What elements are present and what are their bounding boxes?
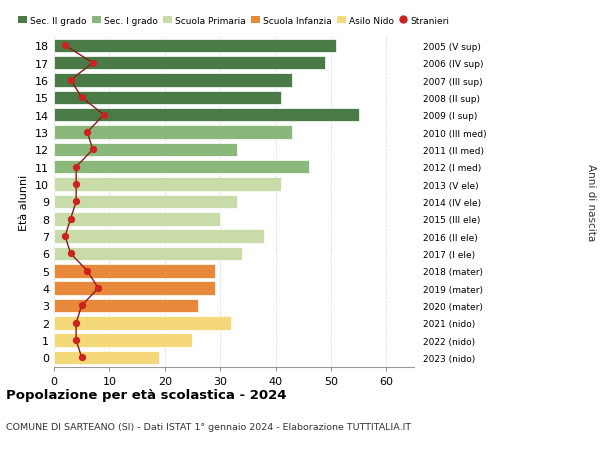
Y-axis label: Età alunni: Età alunni xyxy=(19,174,29,230)
Point xyxy=(88,60,98,67)
Bar xyxy=(54,282,215,295)
Text: COMUNE DI SARTEANO (SI) - Dati ISTAT 1° gennaio 2024 - Elaborazione TUTTITALIA.I: COMUNE DI SARTEANO (SI) - Dati ISTAT 1° … xyxy=(6,422,411,431)
Bar xyxy=(54,126,292,140)
Bar xyxy=(54,334,193,347)
Bar xyxy=(54,161,309,174)
Point xyxy=(71,198,81,206)
Point xyxy=(82,268,92,275)
Point xyxy=(60,43,70,50)
Point xyxy=(94,285,103,292)
Bar xyxy=(54,57,325,70)
Point xyxy=(66,216,76,223)
Point xyxy=(82,129,92,136)
Bar xyxy=(54,39,337,53)
Point xyxy=(77,302,86,309)
Point xyxy=(60,233,70,240)
Point xyxy=(66,250,76,257)
Bar xyxy=(54,264,215,278)
Bar xyxy=(54,109,359,122)
Point xyxy=(77,354,86,361)
Bar xyxy=(54,230,265,243)
Bar xyxy=(54,213,220,226)
Bar xyxy=(54,247,242,261)
Text: Popolazione per età scolastica - 2024: Popolazione per età scolastica - 2024 xyxy=(6,388,287,401)
Point xyxy=(66,77,76,84)
Bar xyxy=(54,74,292,88)
Point xyxy=(99,112,109,119)
Point xyxy=(71,181,81,188)
Bar xyxy=(54,299,198,313)
Bar xyxy=(54,351,159,364)
Legend: Sec. II grado, Sec. I grado, Scuola Primaria, Scuola Infanzia, Asilo Nido, Stran: Sec. II grado, Sec. I grado, Scuola Prim… xyxy=(19,17,449,26)
Point xyxy=(71,164,81,171)
Point xyxy=(71,319,81,327)
Bar xyxy=(54,195,237,209)
Bar xyxy=(54,91,281,105)
Bar xyxy=(54,143,237,157)
Bar xyxy=(54,316,231,330)
Bar xyxy=(54,178,281,191)
Point xyxy=(88,146,98,154)
Point xyxy=(71,337,81,344)
Point xyxy=(77,95,86,102)
Text: Anni di nascita: Anni di nascita xyxy=(586,163,596,241)
